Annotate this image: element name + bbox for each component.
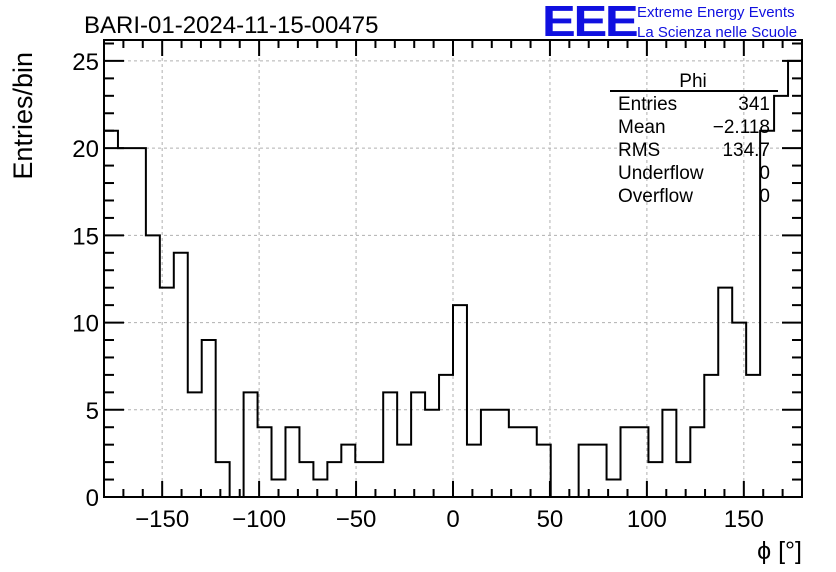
logo-line-2: La Scienza nelle Scuole bbox=[637, 24, 798, 41]
y-tick-label: 10 bbox=[72, 311, 99, 338]
stats-label: Underflow bbox=[618, 163, 704, 184]
chart-title: BARI-01-2024-11-15-00475 bbox=[84, 12, 378, 39]
logo-line-1: Extreme Energy Events bbox=[637, 4, 795, 21]
histogram-series bbox=[104, 59, 802, 498]
stats-box: Phi Entries 341 Mean −2.118 RMS 134.7 Underflo… bbox=[610, 71, 778, 207]
stats-value: −2.118 bbox=[713, 117, 770, 138]
y-tick-labels: 0 5 10 15 20 25 bbox=[72, 49, 99, 512]
x-tick-label: 50 bbox=[537, 506, 564, 533]
stats-title: Phi bbox=[679, 71, 706, 92]
y-tick-label: 25 bbox=[72, 49, 99, 76]
y-tick-label: 0 bbox=[86, 485, 99, 512]
x-axis-label: ϕ [°] bbox=[757, 537, 802, 565]
axis-ticks bbox=[104, 40, 802, 497]
stats-value: 0 bbox=[759, 163, 770, 184]
x-tick-label: −100 bbox=[232, 506, 286, 533]
eee-logo-text: Extreme Energy Events La Scienza nelle S… bbox=[637, 3, 797, 43]
y-tick-label: 20 bbox=[72, 136, 99, 163]
stats-label: Entries bbox=[618, 94, 677, 115]
x-tick-label: 100 bbox=[627, 506, 667, 533]
stats-value: 134.7 bbox=[722, 140, 770, 161]
y-axis-label: Entries/bin bbox=[8, 52, 38, 180]
eee-logo: EEE bbox=[542, 0, 639, 46]
x-tick-label: 0 bbox=[446, 506, 459, 533]
y-tick-label: 15 bbox=[72, 223, 99, 250]
stats-value: 0 bbox=[759, 186, 770, 207]
x-tick-label: −50 bbox=[336, 506, 377, 533]
x-tick-labels: −150 −100 −50 0 50 100 150 bbox=[135, 506, 764, 533]
x-tick-label: 150 bbox=[724, 506, 764, 533]
stats-label: RMS bbox=[618, 140, 660, 161]
stats-label: Overflow bbox=[618, 186, 693, 207]
grid-lines bbox=[104, 40, 802, 497]
x-tick-label: −150 bbox=[135, 506, 189, 533]
stats-rows: Entries 341 Mean −2.118 RMS 134.7 Underflow 0 Ov… bbox=[618, 94, 770, 207]
stats-label: Mean bbox=[618, 117, 666, 138]
y-tick-label: 5 bbox=[86, 398, 99, 425]
stats-value: 341 bbox=[738, 94, 770, 115]
